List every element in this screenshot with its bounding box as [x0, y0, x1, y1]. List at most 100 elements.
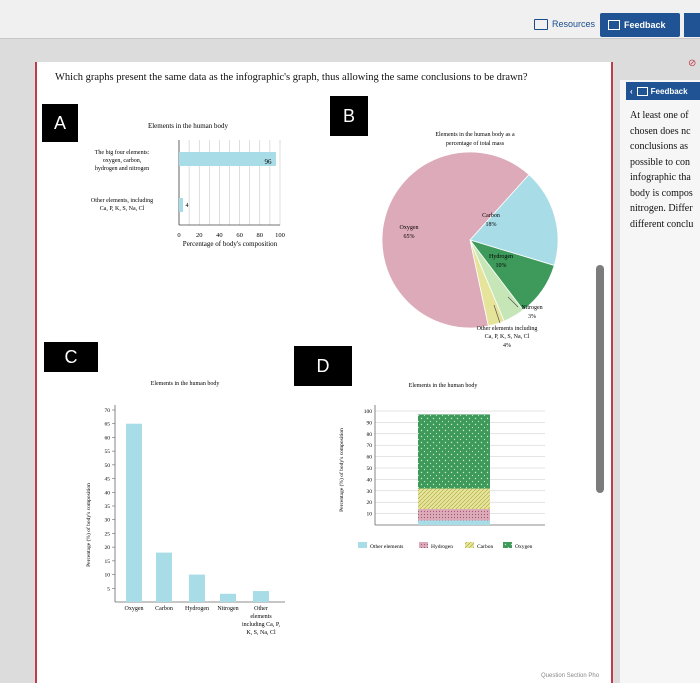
- chart-c-xtick-hydrogen: Hydrogen: [185, 606, 209, 612]
- option-b-label[interactable]: B: [330, 96, 368, 136]
- feedback-line: possible to con: [630, 156, 690, 168]
- chart-b-title-line1: Elements in the human body as a: [435, 132, 515, 138]
- chart-c-bar-hydrogen: [189, 574, 205, 602]
- chart-c-xtick-other-l2: elements: [250, 614, 272, 620]
- legend-label-carbon: Carbon: [477, 544, 493, 550]
- chart-d-ytick: 20: [367, 500, 373, 506]
- feedback-icon: [608, 20, 620, 30]
- resources-button[interactable]: Resources: [534, 14, 595, 34]
- feedback-line: At least one of: [630, 110, 689, 121]
- chart-c-bar-other: [253, 591, 269, 602]
- chart-a[interactable]: Elements in the human body 96 4 The big …: [80, 110, 320, 260]
- legend-swatch-carbon: [465, 542, 474, 548]
- chart-c-bar-nitrogen: [220, 593, 236, 602]
- legend-swatch-other: [358, 542, 367, 548]
- feedback-label: Feedback: [624, 20, 666, 30]
- feedback-side-panel: [620, 80, 700, 683]
- chart-c-bars: [126, 423, 269, 602]
- chart-a-xtick: 80: [257, 232, 264, 239]
- chart-a-category-other-l1: Other elements, including: [91, 198, 153, 204]
- chart-d-ytick: 50: [367, 466, 373, 472]
- feedback-line: body is compos: [630, 187, 693, 199]
- chart-c-ytick: 35: [105, 504, 111, 510]
- top-toolbar: [0, 0, 700, 39]
- chart-c-ytick: 60: [105, 435, 111, 441]
- chart-b-slices: [381, 151, 559, 329]
- chart-d-ytick: 10: [367, 512, 373, 518]
- feedback-line: infographic tha: [630, 172, 691, 183]
- chevron-left-icon[interactable]: ‹: [630, 86, 633, 96]
- side-feedback-label: Feedback: [650, 86, 688, 96]
- chart-c-xtick-other-l4: K, S, Na, Cl: [246, 630, 276, 636]
- chart-a-category-big-four-l1: The big four elements:: [95, 149, 150, 156]
- chart-c-xtick-other-l3: including Ca, P,: [242, 622, 281, 628]
- chart-a-x-ticks: 0 20 40 60 80 100: [177, 232, 285, 239]
- option-c-label[interactable]: C: [44, 342, 98, 372]
- chart-c-ytick: 70: [105, 408, 111, 414]
- chart-c-ytick: 40: [105, 490, 111, 496]
- chart-a-bar-other: [179, 198, 184, 212]
- pie-slice-carbon: [469, 174, 559, 266]
- pie-value-nitrogen: 3%: [528, 314, 536, 320]
- legend-label-other: Other elements: [370, 544, 403, 550]
- footer-text: Question Section Pho: [541, 673, 600, 679]
- pie-value-oxygen: 65%: [404, 234, 415, 240]
- chart-c-ytick: 10: [105, 573, 111, 579]
- chart-c-bar-carbon: [156, 552, 172, 602]
- resources-label: Resources: [552, 19, 596, 29]
- clear-icon[interactable]: ⊘: [688, 58, 697, 69]
- feedback-line: conclusions as: [630, 141, 689, 152]
- legend-label-oxygen: Oxygen: [515, 544, 533, 550]
- chart-d-segment-oxygen: [418, 414, 490, 489]
- pie-leader-nitrogen: [507, 296, 519, 308]
- pie-value-other: 4%: [503, 343, 511, 349]
- option-a-label[interactable]: A: [42, 104, 78, 142]
- scrollbar[interactable]: [596, 265, 604, 493]
- chart-a-value-big-four: 96: [265, 158, 273, 166]
- feedback-button[interactable]: Feedback: [600, 13, 680, 37]
- chart-a-xtick: 60: [236, 232, 243, 239]
- option-d-label[interactable]: D: [294, 346, 352, 386]
- pie-label-oxygen: Oxygen: [400, 225, 419, 231]
- chart-d[interactable]: Elements in the human body Percentage (%…: [330, 375, 565, 575]
- chart-d-y-ticks: 10 20 30 40 50 60 70 80 90 100: [364, 409, 373, 518]
- resources-icon: [534, 18, 548, 30]
- pie-label-hydrogen: Hydrogen: [489, 254, 513, 260]
- legend-label-hydrogen: Hydrogen: [431, 544, 453, 550]
- chart-c-xtick-other-l1: Other: [254, 606, 268, 612]
- chart-d-ytick: 80: [367, 432, 373, 438]
- chart-c-ytick: 50: [105, 463, 111, 469]
- chart-d-ylabel: Percentage (%) of body's composition: [338, 428, 345, 512]
- toolbar-extra-button[interactable]: [684, 13, 700, 37]
- chart-d-ytick: 40: [367, 477, 373, 483]
- legend-swatch-oxygen: [503, 542, 512, 548]
- chart-d-segment-other: [418, 520, 490, 525]
- chart-c-xtick-oxygen: Oxygen: [125, 606, 144, 612]
- chart-a-xtick: 100: [275, 232, 285, 239]
- pie-value-carbon: 18%: [486, 222, 497, 228]
- feedback-line: nitrogen. Differ: [630, 203, 693, 214]
- chart-d-stacked-bar: [418, 414, 490, 525]
- pie-slice-oxygen: [381, 151, 530, 329]
- chart-c-y-ticks: 5 10 15 20 25 30 35 40 45 50 55 60 65 70: [105, 408, 115, 592]
- chart-c-ytick: 25: [105, 531, 111, 537]
- chart-c-ytick: 65: [105, 422, 111, 428]
- feedback-line: chosen does nc: [630, 125, 691, 137]
- chart-a-xlabel: Percentage of body's composition: [183, 240, 278, 248]
- chart-d-ytick: 60: [367, 455, 373, 461]
- chart-d-ytick: 30: [367, 489, 373, 495]
- question-text: Which graphs present the same data as th…: [55, 72, 528, 83]
- chart-c-ytick: 30: [105, 518, 111, 524]
- side-feedback-header[interactable]: ‹ Feedback: [626, 82, 700, 100]
- chart-b[interactable]: Elements in the human body as a percenta…: [360, 125, 590, 355]
- chart-d-segment-hydrogen: [418, 509, 490, 521]
- chart-d-ytick: 90: [367, 420, 373, 426]
- chart-c[interactable]: Elements in the human body Percentage (%…: [80, 375, 295, 650]
- chart-d-title: Elements in the human body: [409, 383, 478, 389]
- chart-d-ytick: 70: [367, 443, 373, 449]
- chart-c-ytick: 55: [105, 449, 111, 455]
- chart-c-xtick-carbon: Carbon: [155, 606, 173, 612]
- chart-a-bar-big-four: [179, 152, 276, 166]
- chart-a-xtick: 40: [216, 232, 223, 239]
- legend-swatch-hydrogen: [419, 542, 428, 548]
